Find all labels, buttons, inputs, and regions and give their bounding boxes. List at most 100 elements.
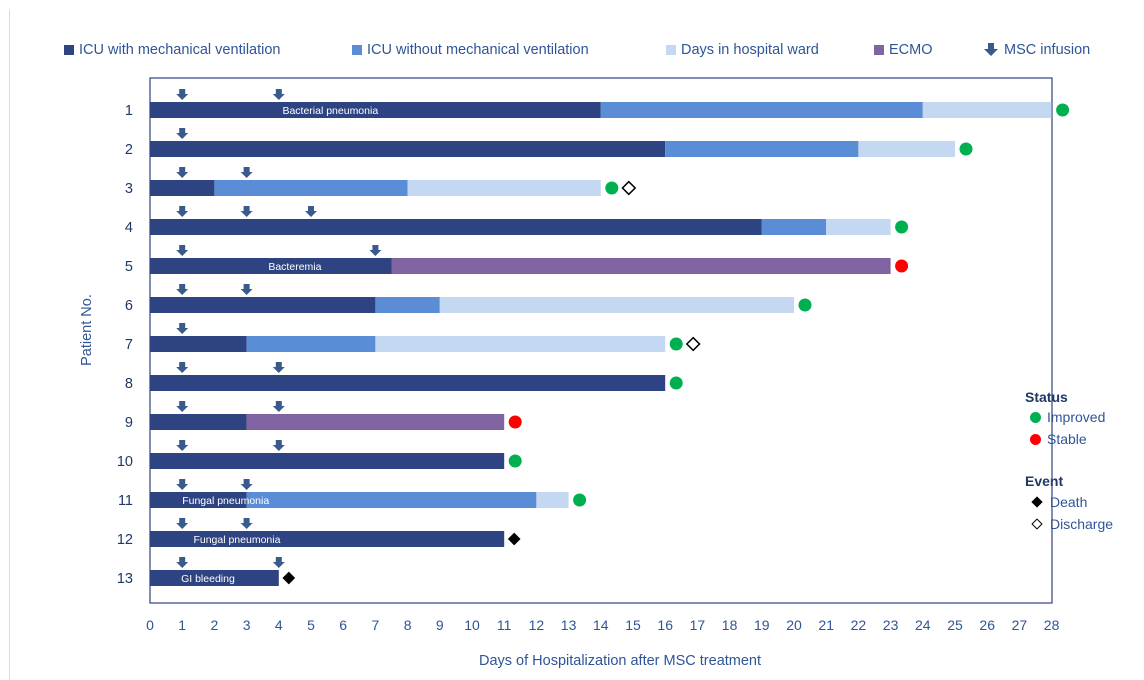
patient-label: 10 — [117, 454, 133, 470]
status-legend-title: Status — [1025, 389, 1068, 405]
msc-arrow-icon — [176, 128, 189, 139]
status-legend-improved: Improved — [1030, 409, 1105, 425]
msc-arrow-icon — [176, 89, 189, 100]
event-legend-discharge: Discharge — [1030, 516, 1113, 532]
bar-segment-ward — [858, 141, 955, 157]
y-axis-label: Patient No. — [79, 294, 95, 366]
bar-annotation: GI bleeding — [181, 573, 235, 585]
legend-swatch-icu-nomv — [352, 45, 362, 55]
legend-swatch-icu-mv — [64, 45, 74, 55]
msc-arrow-icon — [176, 479, 189, 490]
event-label-discharge: Discharge — [1050, 516, 1114, 532]
x-tick-label: 20 — [786, 617, 802, 633]
legend-label-msc: MSC infusion — [1004, 42, 1091, 58]
status-improved-dot — [798, 298, 812, 312]
msc-arrow-icon — [272, 362, 285, 373]
x-tick-label: 6 — [339, 617, 347, 633]
bar-segment-icu_mv — [150, 492, 247, 508]
x-tick-label: 14 — [593, 617, 609, 633]
patient-label: 8 — [125, 376, 133, 392]
event-death-diamond — [282, 571, 296, 585]
bar-segment-icu_nomv — [761, 219, 827, 235]
msc-arrow-icon — [240, 167, 253, 178]
x-tick-label: 11 — [497, 617, 512, 633]
patient-label: 4 — [125, 220, 133, 236]
bar-segment-icu_nomv — [246, 336, 376, 352]
msc-arrow-icon — [272, 89, 285, 100]
legend-label-ecmo: ECMO — [889, 42, 933, 58]
legend-swatch-ward — [666, 45, 676, 55]
bar-annotation: Fungal pneumonia — [193, 534, 280, 546]
patient-label: 2 — [125, 142, 133, 158]
msc-arrow-icon — [176, 167, 189, 178]
msc-arrow-icon — [240, 206, 253, 217]
event-legend-death: Death — [1030, 494, 1087, 510]
msc-arrow-icon — [984, 43, 998, 56]
x-tick-label: 5 — [307, 617, 315, 633]
status-improved-dot — [959, 142, 973, 156]
bar-segment-icu_nomv — [246, 492, 537, 508]
bar-segment-ecmo — [246, 414, 505, 430]
improved-dot-icon — [1030, 412, 1041, 423]
status-improved-dot — [895, 220, 909, 234]
x-tick-label: 12 — [529, 617, 545, 633]
x-tick-label: 17 — [690, 617, 706, 633]
bar-segment-ward — [536, 492, 569, 508]
msc-arrow-icon — [176, 245, 189, 256]
x-tick-label: 10 — [464, 617, 480, 633]
bar-segment-icu_mv — [150, 453, 505, 469]
patient-label: 11 — [118, 493, 133, 509]
bar-segment-icu_mv — [150, 336, 247, 352]
legend-label-ward: Days in hospital ward — [681, 42, 819, 58]
bar-segment-icu_mv — [150, 219, 762, 235]
patient-label: 7 — [125, 337, 133, 353]
x-tick-label: 25 — [947, 617, 963, 633]
bar-segment-icu_nomv — [600, 102, 923, 118]
bar-segment-ward — [407, 180, 601, 196]
legend-ecmo: ECMO — [874, 42, 933, 58]
bar-segment-icu_mv — [150, 570, 279, 586]
status-stable-dot — [508, 415, 522, 429]
msc-arrow-icon — [176, 206, 189, 217]
event-label-death: Death — [1050, 494, 1088, 510]
x-tick-label: 8 — [404, 617, 412, 633]
bar-segment-icu_mv — [150, 180, 215, 196]
x-tick-label: 16 — [657, 617, 673, 633]
x-axis-label: Days of Hospitalization after MSC treatm… — [479, 653, 761, 669]
msc-arrow-icon — [176, 518, 189, 529]
x-tick-label: 28 — [1044, 617, 1060, 633]
page-edge-line — [9, 10, 10, 680]
msc-arrow-icon — [272, 401, 285, 412]
x-tick-label: 19 — [754, 617, 770, 633]
x-tick-label: 4 — [275, 617, 283, 633]
event-discharge-diamond — [685, 336, 701, 352]
bar-segment-icu_mv — [150, 375, 666, 391]
bar-segment-ecmo — [391, 258, 891, 274]
msc-arrow-icon — [272, 440, 285, 451]
bar-segment-icu_nomv — [375, 297, 440, 313]
msc-arrow-icon — [176, 401, 189, 412]
x-tick-label: 27 — [1012, 617, 1028, 633]
x-tick-label: 18 — [722, 617, 738, 633]
bar-segment-ward — [922, 102, 1052, 118]
bar-segment-icu_mv — [150, 414, 247, 430]
event-death-diamond — [507, 532, 521, 546]
legend-icu-mv: ICU with mechanical ventilation — [64, 42, 280, 58]
bar-segment-icu_mv — [150, 258, 392, 274]
bar-segment-icu_mv — [150, 297, 376, 313]
x-tick-label: 21 — [818, 617, 834, 633]
msc-arrow-icon — [240, 284, 253, 295]
bar-annotation: Fungal pneumonia — [182, 495, 269, 507]
x-tick-label: 1 — [178, 617, 186, 633]
legend-ward: Days in hospital ward — [666, 42, 819, 58]
legend-msc: MSC infusion — [984, 42, 1090, 58]
x-tick-label: 13 — [561, 617, 577, 633]
patient-label: 5 — [125, 259, 133, 275]
x-tick-label: 7 — [372, 617, 380, 633]
msc-arrow-icon — [176, 362, 189, 373]
bar-segment-icu_mv — [150, 102, 601, 118]
patient-label: 6 — [125, 298, 133, 314]
stable-dot-icon — [1030, 434, 1041, 445]
bar-segment-ward — [826, 219, 891, 235]
bar-segment-icu_mv — [150, 531, 505, 547]
